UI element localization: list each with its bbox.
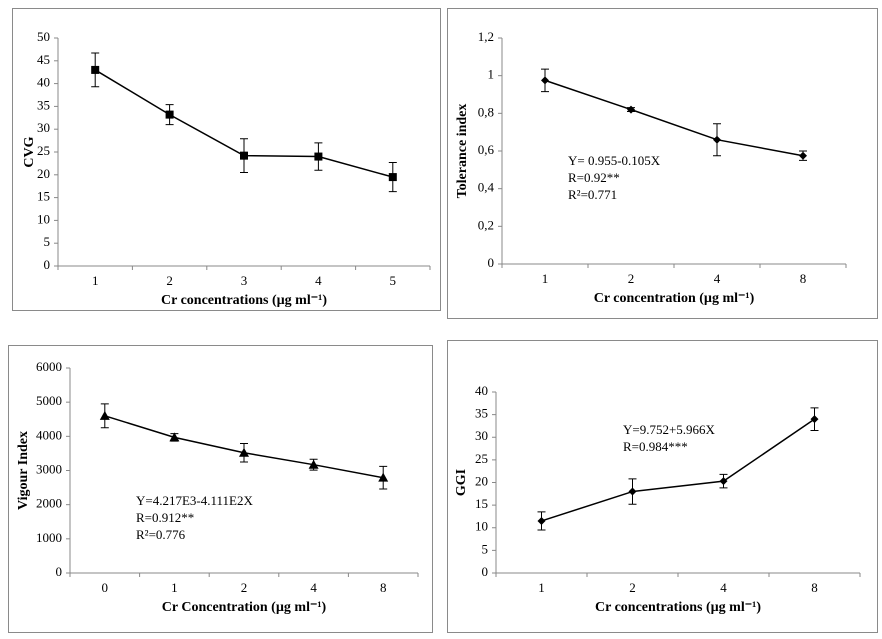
x-axis-title: Cr concentrations (µg ml⁻¹) — [595, 600, 761, 615]
marker — [240, 151, 248, 160]
y-tick-label: 3000 — [36, 461, 62, 476]
y-tick-label: 25 — [37, 143, 50, 158]
marker — [308, 459, 319, 469]
panel-frame — [12, 8, 441, 311]
y-tick-label: 35 — [475, 406, 488, 421]
y-tick-label: 5000 — [36, 393, 62, 408]
marker — [99, 410, 110, 420]
y-tick-label: 0 — [44, 257, 51, 272]
panel-frame — [447, 340, 878, 633]
y-tick-label: 0,8 — [478, 104, 494, 119]
x-tick-label: 8 — [800, 271, 807, 286]
marker — [169, 432, 180, 442]
y-tick-label: 20 — [37, 166, 50, 181]
annotation: Y=4.217E3-4.111E2X — [136, 493, 253, 508]
y-tick-label: 2000 — [36, 496, 62, 511]
y-tick-label: 0 — [56, 564, 63, 579]
annotation: R=0.984*** — [623, 439, 688, 454]
x-tick-label: 4 — [315, 273, 322, 288]
panel-frame — [447, 8, 878, 319]
marker — [719, 477, 728, 486]
y-tick-label: 1 — [488, 67, 495, 82]
y-tick-label: 30 — [37, 120, 50, 135]
y-tick-label: 6000 — [36, 359, 62, 374]
marker — [91, 65, 100, 74]
x-axis-title: Cr concentrations (µg ml⁻¹) — [161, 293, 327, 308]
y-tick-label: 1000 — [36, 530, 62, 545]
data-line — [544, 79, 804, 157]
marker — [378, 472, 389, 482]
x-tick-label: 4 — [310, 580, 317, 595]
y-tick-label: 10 — [37, 211, 50, 226]
marker — [713, 135, 721, 144]
marker — [165, 110, 174, 119]
x-tick-label: 1 — [171, 580, 178, 595]
x-tick-label: 4 — [720, 580, 727, 595]
y-axis-title: Vigour Index — [16, 431, 31, 510]
x-tick-label: 4 — [714, 271, 721, 286]
y-axis-title: Tolerance index — [455, 104, 470, 199]
marker — [799, 151, 807, 160]
y-tick-label: 25 — [475, 451, 488, 466]
annotation: Y= 0.955-0.105X — [568, 153, 661, 168]
y-tick-label: 40 — [37, 75, 50, 90]
marker — [628, 487, 637, 496]
y-tick-label: 15 — [475, 496, 488, 511]
marker — [537, 516, 546, 525]
y-tick-label: 5 — [482, 541, 489, 556]
y-tick-label: 30 — [475, 428, 488, 443]
x-tick-label: 2 — [241, 580, 248, 595]
y-tick-label: 4000 — [36, 427, 62, 442]
x-tick-label: 8 — [811, 580, 818, 595]
y-tick-label: 0,2 — [478, 217, 494, 232]
panel-frame — [8, 345, 433, 633]
marker — [388, 173, 397, 182]
y-tick-label: 1,2 — [478, 29, 494, 44]
y-tick-label: 5 — [44, 234, 51, 249]
x-tick-label: 1 — [538, 580, 545, 595]
x-tick-label: 8 — [380, 580, 387, 595]
annotation: R²=0.776 — [136, 527, 186, 542]
x-tick-label: 2 — [629, 580, 636, 595]
x-axis-title: Cr Concentration (µg ml⁻¹) — [162, 600, 327, 615]
y-tick-label: 40 — [475, 383, 488, 398]
annotation: R=0.92** — [568, 170, 620, 185]
x-tick-label: 0 — [102, 580, 109, 595]
y-tick-label: 10 — [475, 519, 488, 534]
y-tick-label: 15 — [37, 189, 50, 204]
x-tick-label: 1 — [92, 273, 99, 288]
y-tick-label: 50 — [37, 29, 50, 44]
marker — [239, 447, 249, 457]
y-tick-label: 35 — [37, 97, 50, 112]
annotation: R=0.912** — [136, 510, 194, 525]
marker — [810, 415, 819, 424]
y-tick-label: 0,4 — [478, 180, 495, 195]
x-axis-title: Cr concentration (µg ml⁻¹) — [594, 291, 755, 306]
y-tick-label: 0 — [482, 564, 489, 579]
annotation: Y=9.752+5.966X — [623, 422, 716, 437]
x-tick-label: 1 — [542, 271, 549, 286]
data-line — [541, 418, 815, 522]
y-tick-label: 45 — [37, 52, 50, 67]
marker — [314, 152, 323, 161]
y-tick-label: 20 — [475, 473, 488, 488]
marker — [541, 76, 549, 85]
y-axis-title: CVG — [22, 136, 37, 167]
y-tick-label: 0,6 — [478, 142, 495, 157]
y-axis-title: GGI — [454, 469, 469, 496]
x-tick-label: 3 — [241, 273, 248, 288]
x-tick-label: 2 — [166, 273, 173, 288]
x-tick-label: 2 — [628, 271, 635, 286]
marker — [627, 105, 635, 114]
x-tick-label: 5 — [390, 273, 397, 288]
y-tick-label: 0 — [488, 255, 495, 270]
annotation: R²=0.771 — [568, 187, 617, 202]
